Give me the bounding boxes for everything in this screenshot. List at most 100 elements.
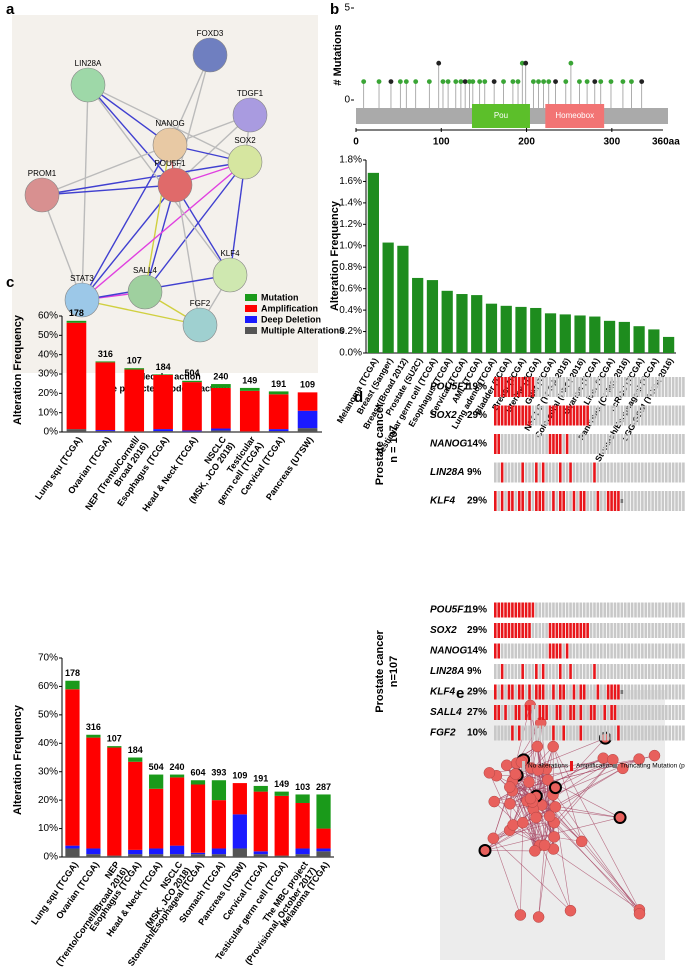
bar-segment <box>295 854 310 857</box>
cell <box>552 705 555 720</box>
cell <box>610 643 613 659</box>
cell <box>552 462 555 483</box>
cell <box>558 377 562 397</box>
cell <box>606 705 610 720</box>
bar <box>397 245 409 353</box>
cell <box>552 405 555 426</box>
cell <box>630 705 634 720</box>
bar-segment <box>65 848 80 857</box>
edge <box>41 194 83 301</box>
cell <box>545 491 548 511</box>
cell <box>606 623 610 638</box>
node <box>531 740 544 753</box>
node <box>538 839 551 852</box>
cell <box>627 725 630 741</box>
cell <box>665 405 668 426</box>
cell <box>647 405 651 426</box>
cell <box>558 491 562 511</box>
node <box>530 811 542 824</box>
bar <box>648 329 660 353</box>
y-tick-label: 50% <box>38 330 58 341</box>
cell <box>644 643 648 659</box>
sample-count: 184 <box>128 745 143 755</box>
cell <box>606 434 610 454</box>
cell <box>610 725 613 741</box>
cell <box>671 643 675 659</box>
cell <box>651 491 654 511</box>
cell <box>651 377 654 397</box>
node-label: POU5F1 <box>154 159 186 168</box>
edge <box>144 184 176 293</box>
cell <box>552 684 555 700</box>
cell <box>528 462 531 483</box>
edge <box>87 84 246 163</box>
cell <box>555 705 559 720</box>
cell <box>569 684 572 700</box>
cell <box>600 664 603 679</box>
bar-segment <box>153 374 173 375</box>
cell <box>586 377 589 397</box>
cell <box>517 705 521 720</box>
x-tick-label: 0 <box>353 137 359 148</box>
node <box>232 97 268 133</box>
cell <box>497 705 501 720</box>
node-label: FGF2 <box>190 299 211 308</box>
lollipop-head <box>523 60 529 66</box>
cell <box>517 491 521 511</box>
cell <box>610 462 613 483</box>
cell <box>500 643 504 659</box>
cell <box>517 664 521 679</box>
cell <box>627 684 630 700</box>
lollipop-head <box>445 79 451 84</box>
cell <box>668 725 672 741</box>
cell <box>531 434 535 454</box>
cell <box>531 491 535 511</box>
y-tick-label: 10% <box>38 823 58 834</box>
y-tick-label: 1.4% <box>339 198 362 209</box>
cell <box>637 462 641 483</box>
edge <box>538 845 545 918</box>
edge <box>512 787 556 792</box>
cell <box>545 377 548 397</box>
cell <box>637 434 641 454</box>
bar-segment <box>297 410 318 429</box>
node <box>152 127 188 163</box>
node <box>564 904 577 917</box>
cell <box>541 684 545 700</box>
y-axis-label: Alteration Frequency <box>12 314 24 425</box>
cell <box>514 462 518 483</box>
cell <box>627 602 630 618</box>
cell <box>671 705 675 720</box>
cell <box>613 725 617 741</box>
y-tick-label: 0.6% <box>339 283 362 294</box>
y-axis-label: # Mutations <box>332 24 344 85</box>
cell <box>634 405 637 426</box>
cell <box>558 643 562 659</box>
cell <box>528 664 531 679</box>
gene-percent: 29% <box>467 625 487 636</box>
cell <box>548 623 552 638</box>
cell <box>658 664 661 679</box>
y-tick-label: 5 <box>344 3 350 14</box>
edge <box>493 822 555 839</box>
cell <box>535 664 538 679</box>
cell <box>627 377 630 397</box>
edge <box>81 161 246 301</box>
cell <box>651 705 654 720</box>
cell <box>504 623 507 638</box>
cell <box>582 684 586 700</box>
cell <box>654 602 658 618</box>
sample-count: 149 <box>274 779 289 789</box>
cell <box>623 491 627 511</box>
cell <box>589 623 593 638</box>
cell <box>562 377 565 397</box>
cell <box>606 491 610 511</box>
cell <box>548 705 552 720</box>
cell <box>582 434 586 454</box>
gene-percent: 19% <box>467 382 487 393</box>
node-label: PROM1 <box>28 169 57 178</box>
cell <box>562 405 565 426</box>
cell <box>497 643 501 659</box>
cell <box>651 405 654 426</box>
cell <box>600 643 603 659</box>
